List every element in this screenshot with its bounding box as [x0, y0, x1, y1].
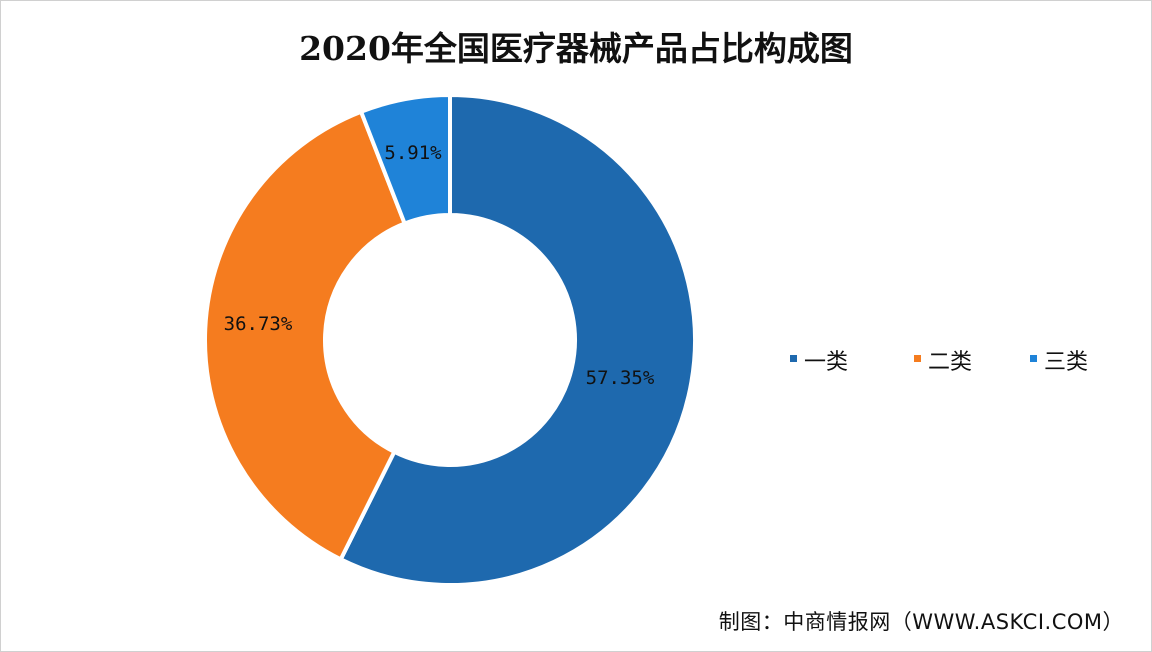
data-label-3: 5.91% — [384, 142, 442, 164]
legend-label-1: 一类 — [804, 350, 848, 375]
legend-label-3: 三类 — [1044, 350, 1088, 375]
data-label-2: 36.73% — [224, 313, 293, 335]
donut-slice-2 — [203, 109, 408, 562]
donut-slice-3 — [358, 92, 452, 227]
legend-marker-1 — [790, 355, 797, 362]
legend-marker-2 — [914, 355, 921, 362]
donut-slice-1 — [338, 92, 697, 587]
chart-title: 2020年全国医疗器械产品占比构成图 — [299, 29, 853, 68]
source-note: 制图：中商情报网（WWW.ASKCI.COM） — [718, 610, 1124, 634]
legend-marker-3 — [1030, 355, 1037, 362]
data-label-1: 57.35% — [586, 367, 655, 389]
legend-label-2: 二类 — [928, 350, 972, 375]
